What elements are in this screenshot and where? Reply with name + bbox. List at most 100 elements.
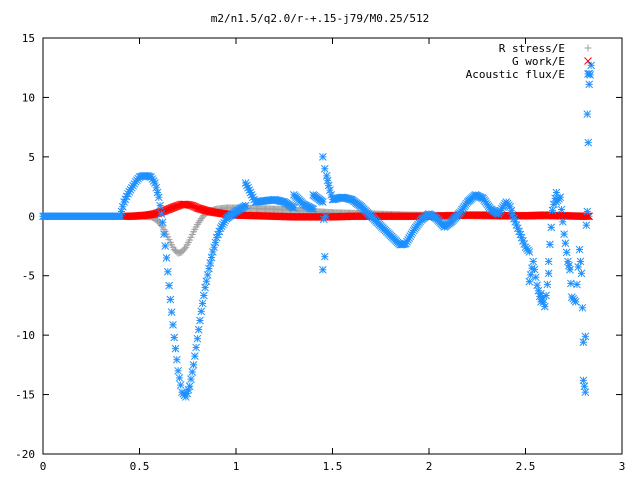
marker-stroke bbox=[510, 214, 518, 223]
marker-stroke bbox=[174, 366, 182, 375]
x-tick-label: 1 bbox=[233, 460, 240, 473]
data-point bbox=[324, 181, 333, 190]
marker-stroke bbox=[241, 201, 250, 210]
data-point bbox=[188, 201, 197, 210]
marker-stroke bbox=[581, 212, 590, 221]
marker-stroke bbox=[537, 289, 545, 298]
marker-stroke bbox=[194, 325, 203, 334]
marker-stroke bbox=[542, 291, 550, 300]
marker-stroke bbox=[557, 205, 566, 214]
data-point bbox=[181, 393, 190, 401]
data-point bbox=[193, 334, 202, 343]
data-point bbox=[529, 257, 538, 266]
marker-stroke bbox=[211, 238, 220, 247]
y-tick-label: 0 bbox=[28, 210, 35, 223]
marker-stroke bbox=[560, 230, 568, 238]
y-tick-label: 5 bbox=[28, 151, 35, 164]
marker-stroke bbox=[205, 264, 213, 273]
marker-stroke bbox=[544, 257, 553, 266]
data-point bbox=[322, 172, 331, 180]
data-point bbox=[539, 298, 548, 307]
data-point bbox=[552, 188, 561, 197]
marker-stroke bbox=[513, 224, 522, 233]
marker-stroke bbox=[323, 176, 332, 185]
data-point bbox=[166, 295, 175, 304]
marker-stroke bbox=[162, 254, 171, 262]
marker-stroke bbox=[118, 202, 127, 211]
data-point bbox=[169, 320, 177, 329]
y-tick-label: -5 bbox=[22, 270, 35, 283]
marker-stroke bbox=[512, 221, 521, 229]
marker-stroke bbox=[528, 264, 536, 273]
marker-stroke bbox=[567, 279, 575, 288]
data-point bbox=[548, 206, 557, 215]
data-point bbox=[117, 207, 126, 216]
marker-stroke bbox=[290, 204, 298, 212]
marker-stroke bbox=[169, 320, 177, 329]
data-point bbox=[208, 248, 217, 256]
marker-stroke bbox=[166, 295, 175, 304]
x-tick-label: 0.5 bbox=[130, 460, 150, 473]
marker-stroke bbox=[163, 267, 172, 276]
x-tick-label: 0 bbox=[40, 460, 47, 473]
data-point bbox=[547, 223, 556, 232]
data-point bbox=[163, 267, 172, 276]
marker-stroke bbox=[201, 283, 209, 292]
marker-stroke bbox=[511, 217, 520, 226]
marker-stroke bbox=[244, 183, 252, 192]
data-point bbox=[203, 271, 212, 279]
marker-stroke bbox=[190, 352, 199, 360]
data-point bbox=[151, 179, 159, 187]
data-point bbox=[118, 202, 127, 211]
marker-stroke bbox=[321, 212, 330, 221]
marker-stroke bbox=[171, 344, 180, 353]
marker-stroke bbox=[326, 186, 334, 194]
data-point bbox=[562, 248, 571, 257]
data-point bbox=[189, 361, 198, 369]
data-point bbox=[167, 308, 176, 317]
marker-stroke bbox=[552, 188, 561, 197]
marker-stroke bbox=[529, 257, 538, 266]
marker-stroke bbox=[196, 205, 205, 213]
marker-stroke bbox=[564, 257, 572, 266]
marker-stroke bbox=[152, 183, 161, 192]
data-point bbox=[556, 193, 565, 202]
data-point bbox=[211, 238, 220, 247]
marker-stroke bbox=[193, 204, 202, 212]
data-point bbox=[187, 375, 195, 383]
marker-stroke bbox=[188, 368, 197, 376]
data-point bbox=[543, 280, 552, 289]
marker-stroke bbox=[243, 181, 251, 190]
data-point bbox=[160, 230, 168, 238]
marker-stroke bbox=[199, 291, 208, 300]
marker-stroke bbox=[210, 243, 218, 252]
marker-stroke bbox=[506, 202, 514, 211]
marker-stroke bbox=[309, 205, 318, 214]
marker-stroke bbox=[151, 179, 159, 187]
marker-stroke bbox=[525, 277, 534, 286]
marker-stroke bbox=[158, 218, 167, 227]
data-point bbox=[196, 316, 204, 325]
marker-stroke bbox=[249, 193, 257, 202]
data-point bbox=[199, 291, 208, 300]
data-point bbox=[540, 302, 549, 311]
marker-stroke bbox=[508, 210, 517, 219]
data-layer bbox=[39, 61, 595, 401]
marker-stroke bbox=[156, 201, 164, 210]
data-point bbox=[544, 269, 553, 278]
marker-stroke bbox=[160, 230, 168, 238]
marker-stroke bbox=[547, 223, 556, 232]
marker-stroke bbox=[185, 201, 194, 209]
marker-stroke bbox=[167, 308, 176, 317]
marker-stroke bbox=[192, 343, 200, 352]
marker-stroke bbox=[519, 236, 527, 245]
data-point bbox=[560, 230, 568, 238]
data-point bbox=[530, 265, 539, 274]
data-point bbox=[175, 374, 184, 382]
marker-stroke bbox=[540, 302, 549, 311]
marker-stroke bbox=[565, 261, 573, 270]
marker-stroke bbox=[183, 200, 191, 209]
data-point bbox=[153, 188, 162, 197]
data-point bbox=[157, 210, 166, 218]
